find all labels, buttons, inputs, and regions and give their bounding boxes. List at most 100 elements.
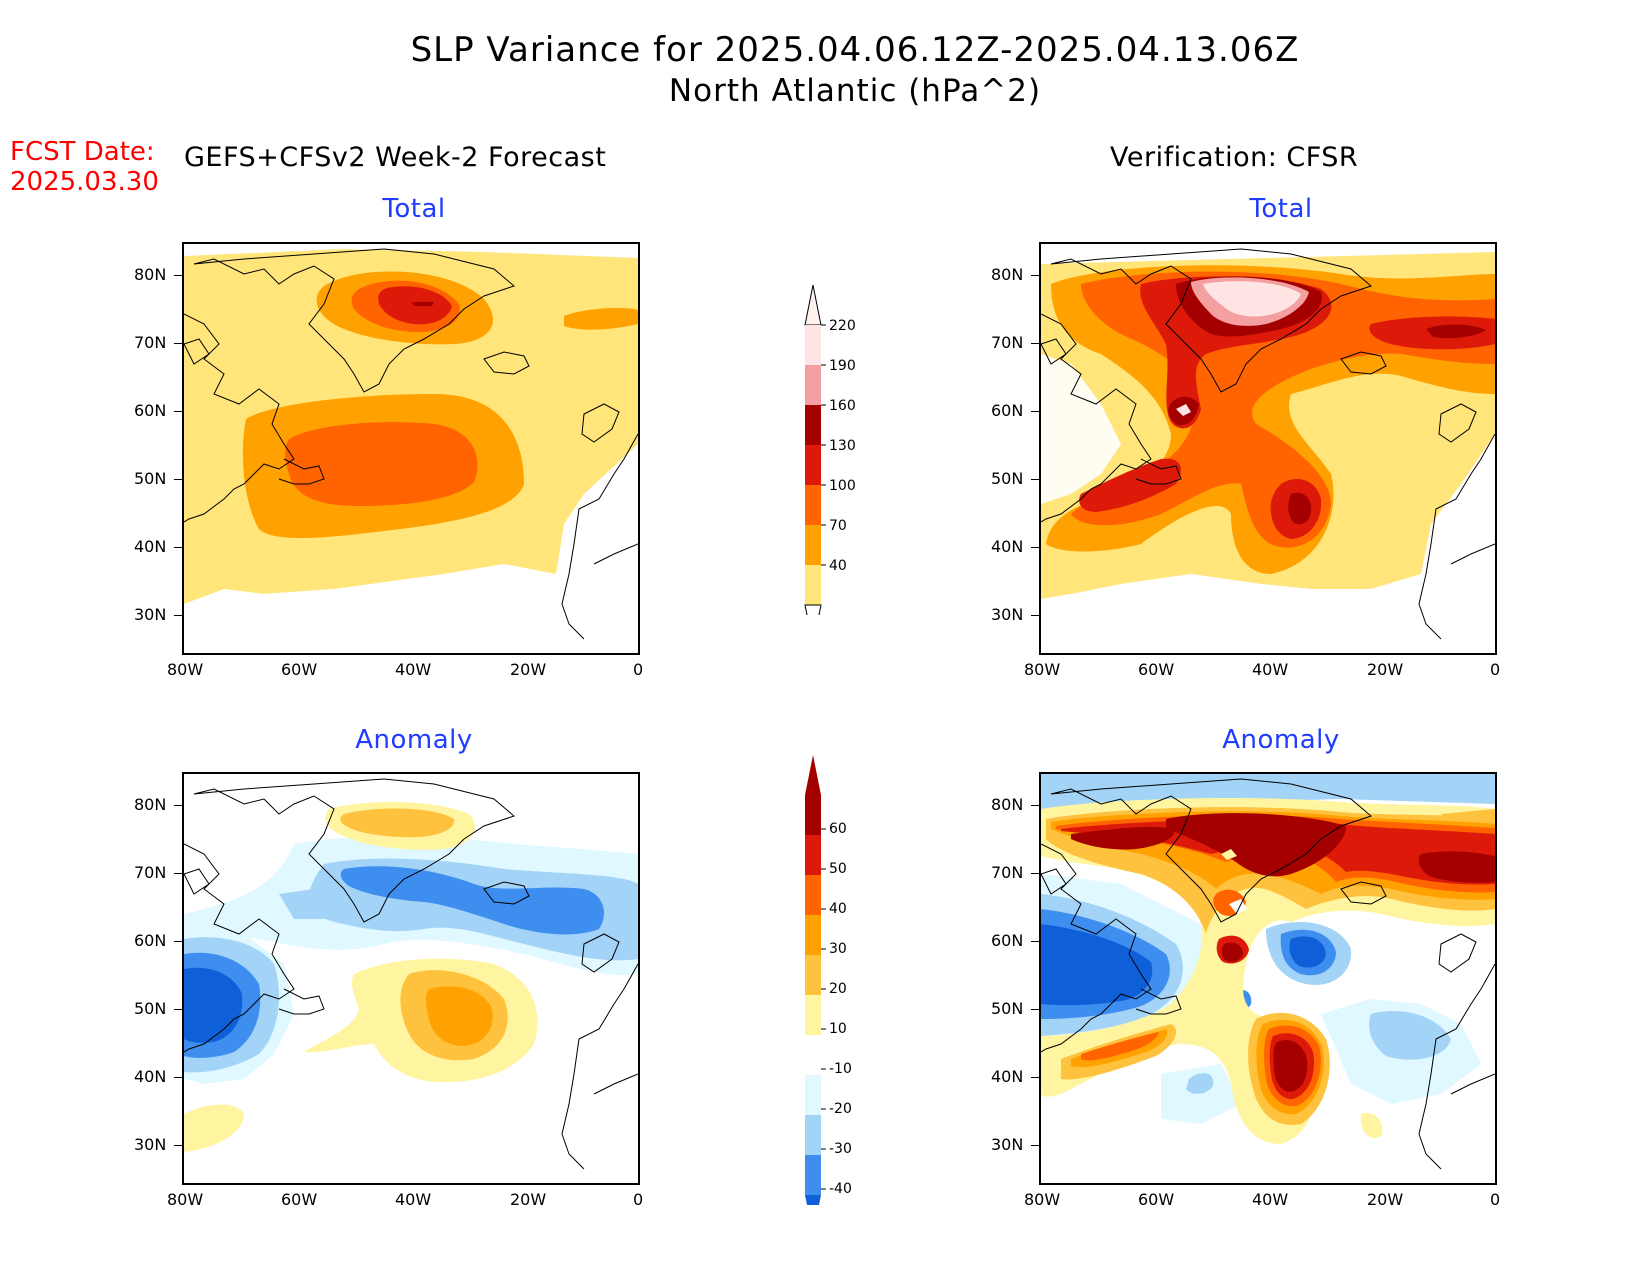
lat-tick-mark [1031, 1145, 1039, 1146]
fcst-anomaly-title: Anomaly [355, 725, 473, 755]
lon-tick-label: 0 [1490, 1190, 1501, 1209]
colorbar-label: -30 [829, 1141, 852, 1157]
lat-tick-label: 30N [134, 1135, 167, 1154]
colorbar-swatch [805, 325, 821, 365]
colorbar-label: 10 [829, 1021, 847, 1037]
verification-anomaly-map [1039, 772, 1497, 1185]
lon-tick-label: 20W [510, 1190, 547, 1209]
lat-tick-mark [1031, 547, 1039, 548]
colorbar-swatch [805, 405, 821, 445]
lat-tick-label: 80N [134, 265, 167, 284]
lat-tick-mark [174, 1077, 182, 1078]
lat-tick-mark [174, 873, 182, 874]
lat-tick-label: 40N [991, 1067, 1024, 1086]
lon-tick-label: 60W [281, 1190, 318, 1209]
lat-tick-label: 50N [991, 999, 1024, 1018]
lat-tick-mark [1031, 1009, 1039, 1010]
lat-tick-mark [174, 805, 182, 806]
lon-tick-label: 40W [395, 660, 432, 679]
lon-tick-label: 20W [510, 660, 547, 679]
lat-tick-label: 70N [134, 863, 167, 882]
verification-heading: Verification: CFSR [1110, 142, 1359, 173]
colorbar-swatch [805, 1075, 821, 1115]
forecast-anomaly-field [184, 778, 638, 1170]
forecast-total-map [182, 242, 640, 655]
lon-tick-label: 20W [1367, 660, 1404, 679]
colorbar-label: 220 [829, 318, 856, 334]
lat-tick-label: 60N [134, 401, 167, 420]
colorbar-label: 130 [829, 438, 856, 454]
lat-tick-label: 60N [991, 931, 1024, 950]
colorbar-label: 70 [829, 518, 847, 534]
lon-tick-label: 40W [1252, 1190, 1289, 1209]
lon-tick-label: 80W [167, 660, 204, 679]
lat-tick-label: 80N [991, 265, 1024, 284]
fcst-date-value: 2025.03.30 [10, 167, 159, 197]
anomaly-colorbar: 60 50 40 30 20 10 -10 -20 -30 -40 [805, 755, 852, 1205]
lon-tick-label: 60W [1138, 660, 1175, 679]
colorbar-swatch [805, 1035, 821, 1075]
lat-tick-label: 70N [991, 333, 1024, 352]
colorbar-label: -20 [829, 1101, 852, 1117]
lon-tick-label: 0 [633, 1190, 644, 1209]
colorbar-swatch [805, 365, 821, 405]
verification-total-field [1041, 248, 1495, 653]
lon-tick-label: 80W [1024, 660, 1061, 679]
verif-total-title: Total [1249, 194, 1313, 224]
colorbar-swatch [805, 1115, 821, 1155]
colorbar-label: -10 [829, 1061, 852, 1077]
lat-tick-label: 50N [991, 469, 1024, 488]
colorbar-swatch [805, 445, 821, 485]
lat-tick-label: 70N [134, 333, 167, 352]
lon-tick-label: 60W [281, 660, 318, 679]
verification-anomaly-field [1041, 774, 1495, 1170]
colorbar-swatch [805, 915, 821, 955]
lat-tick-mark [174, 547, 182, 548]
lon-tick-label: 0 [633, 660, 644, 679]
colorbar-label: -40 [829, 1181, 852, 1197]
lat-tick-mark [1031, 1077, 1039, 1078]
lon-tick-label: 60W [1138, 1190, 1175, 1209]
lat-tick-mark [174, 411, 182, 412]
colorbar-label: 160 [829, 398, 856, 414]
lat-tick-label: 40N [991, 537, 1024, 556]
lat-tick-mark [1031, 411, 1039, 412]
colorbar-label: 20 [829, 981, 847, 997]
fcst-date-block: FCST Date: 2025.03.30 [10, 137, 159, 197]
lat-tick-label: 60N [991, 401, 1024, 420]
colorbar-swatch [805, 875, 821, 915]
colorbar-swatch [805, 1155, 821, 1195]
colorbar-label: 190 [829, 358, 856, 374]
lat-tick-mark [174, 615, 182, 616]
colorbar-swatch [805, 565, 821, 605]
colorbar-label: 40 [829, 558, 847, 574]
chart-title: SLP Variance for 2025.04.06.12Z-2025.04.… [410, 30, 1300, 70]
colorbar-swatch [805, 995, 821, 1035]
lat-tick-mark [1031, 479, 1039, 480]
lon-tick-label: 80W [1024, 1190, 1061, 1209]
lon-tick-label: 0 [1490, 660, 1501, 679]
lat-tick-mark [174, 275, 182, 276]
lat-tick-label: 50N [134, 469, 167, 488]
verif-anomaly-title: Anomaly [1222, 725, 1340, 755]
colorbar-swatch [805, 835, 821, 875]
lat-tick-mark [174, 941, 182, 942]
lat-tick-label: 30N [134, 605, 167, 624]
lon-tick-label: 40W [1252, 660, 1289, 679]
colorbar-label: 60 [829, 821, 847, 837]
lat-tick-mark [174, 1009, 182, 1010]
lon-tick-label: 40W [395, 1190, 432, 1209]
lat-tick-mark [1031, 275, 1039, 276]
colorbar-swatch [805, 795, 821, 835]
colorbar-label: 30 [829, 941, 847, 957]
colorbar-swatch [805, 955, 821, 995]
lat-tick-label: 60N [134, 931, 167, 950]
lat-tick-label: 70N [991, 863, 1024, 882]
lat-tick-mark [1031, 615, 1039, 616]
lat-tick-mark [174, 479, 182, 480]
lon-tick-label: 80W [167, 1190, 204, 1209]
lat-tick-mark [1031, 343, 1039, 344]
lat-tick-label: 40N [134, 537, 167, 556]
forecast-anomaly-map [182, 772, 640, 1185]
lat-tick-label: 30N [991, 1135, 1024, 1154]
